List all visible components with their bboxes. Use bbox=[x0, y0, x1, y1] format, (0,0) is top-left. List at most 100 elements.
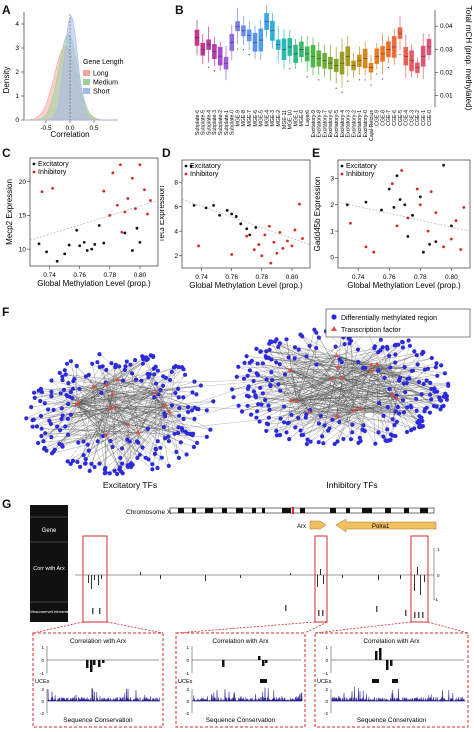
panel-b-ytick-label: 0.03 bbox=[440, 46, 453, 53]
panel-g-gene-polra1-label: Polra1 bbox=[372, 524, 390, 530]
scatter-point-excitatory bbox=[212, 204, 216, 207]
network-node-dmr bbox=[284, 430, 289, 435]
network-node-dmr bbox=[60, 378, 65, 383]
network-edge bbox=[127, 424, 193, 436]
network-edge bbox=[78, 401, 120, 470]
scatter-ytick-label: 2 bbox=[174, 253, 178, 260]
network-node-dmr bbox=[393, 352, 398, 357]
panel-letter-g: G bbox=[2, 497, 12, 511]
zoom-uce-mark bbox=[392, 679, 398, 683]
panel-b-category-label: Subplate-6 bbox=[195, 110, 201, 135]
network-edge bbox=[371, 364, 441, 410]
network-edge bbox=[243, 378, 393, 395]
network-node-dmr bbox=[118, 455, 123, 460]
panel-b-outlier bbox=[370, 84, 372, 86]
network-node-dmr bbox=[159, 455, 164, 460]
network-node-dmr bbox=[39, 433, 44, 439]
scatter-point-inhibitory bbox=[395, 224, 399, 228]
chromosome-band bbox=[330, 508, 336, 513]
panel-g-zoom-connector bbox=[32, 621, 84, 634]
network-node-dmr bbox=[382, 375, 387, 380]
panel-b-category-label: MGE-11 bbox=[282, 110, 288, 129]
network-node-dmr bbox=[49, 435, 54, 440]
network-edge bbox=[309, 406, 388, 413]
network-edge bbox=[290, 346, 336, 401]
network-edge bbox=[238, 405, 354, 411]
scatter-point-inhibitory bbox=[390, 182, 394, 186]
network-edge bbox=[290, 394, 422, 401]
panel-g-gene-polra1 bbox=[335, 518, 437, 533]
network-edge bbox=[382, 347, 393, 395]
network-node-dmr bbox=[104, 367, 109, 373]
network-edge bbox=[154, 397, 170, 412]
scatter-point-excitatory bbox=[97, 224, 101, 227]
scatter-point-inhibitory bbox=[146, 212, 149, 216]
network-node-dmr bbox=[108, 438, 113, 444]
network-edge bbox=[353, 410, 400, 414]
scatter-legend-inhibitory: Inhibitory bbox=[346, 171, 375, 178]
network-node-dmr bbox=[385, 427, 390, 432]
network-edge bbox=[169, 392, 193, 412]
network-node-dmr bbox=[241, 376, 247, 381]
network-node-dmr bbox=[260, 391, 265, 396]
network-node-dmr bbox=[284, 337, 289, 342]
network-edge bbox=[353, 353, 423, 411]
panel-g-track-uce-label: Ultraconserved elements bbox=[30, 610, 69, 614]
network-edge bbox=[353, 351, 415, 411]
network-node-dmr bbox=[259, 402, 264, 407]
network-node-dmr bbox=[130, 371, 135, 376]
panel-b-category-label: Excitatory-7 bbox=[322, 110, 328, 138]
uce-mark bbox=[376, 606, 378, 612]
scatter-point-inhibitory bbox=[272, 240, 276, 244]
panel-b-outlier bbox=[248, 53, 250, 56]
scatter-point-inhibitory bbox=[134, 207, 137, 211]
zoom-tick: -1 bbox=[324, 671, 328, 676]
network-node-dmr bbox=[321, 441, 326, 446]
uce-mark bbox=[318, 610, 320, 616]
scatter-trend-line bbox=[29, 200, 159, 241]
network-edge bbox=[65, 406, 116, 427]
scatter-point-inhibitory bbox=[51, 186, 54, 190]
corr-bar bbox=[317, 575, 318, 587]
network-node-dmr bbox=[190, 390, 195, 395]
network-node-dmr bbox=[177, 413, 182, 418]
network-edge bbox=[269, 349, 292, 401]
network-edge bbox=[112, 394, 198, 410]
network-node-dmr bbox=[155, 439, 160, 444]
network-edge bbox=[336, 341, 403, 417]
chromosome-band bbox=[192, 508, 196, 513]
network-node-dmr bbox=[169, 403, 174, 408]
network-node-dmr bbox=[230, 387, 235, 392]
zoom-corr-bar bbox=[98, 660, 101, 667]
scatter-point-inhibitory bbox=[418, 203, 422, 207]
network-edge bbox=[376, 363, 438, 376]
panel-b-category-label: CGE-0 bbox=[427, 110, 433, 126]
scatter-xlabel: Global Methylation Level (prop.) bbox=[347, 281, 461, 290]
network-edge bbox=[106, 369, 116, 408]
network-edge bbox=[309, 412, 325, 426]
panel-b-category-label: MGE-1 bbox=[293, 110, 299, 127]
network-node-dmr bbox=[439, 363, 444, 368]
scatter-point-excitatory bbox=[411, 213, 414, 217]
network-node-dmr bbox=[406, 338, 411, 343]
network-node-dmr bbox=[48, 421, 54, 426]
network-node-dmr bbox=[180, 365, 185, 370]
network-node-dmr bbox=[183, 372, 188, 377]
network-node-dmr bbox=[412, 426, 417, 431]
network-edge bbox=[145, 357, 165, 406]
scatter-point-excitatory bbox=[403, 203, 407, 207]
scatter-frame bbox=[29, 157, 159, 267]
scatter-legend-excitatory: Excitatory bbox=[346, 163, 377, 170]
network-edge bbox=[40, 404, 77, 417]
network-node-tf bbox=[307, 409, 312, 414]
network-edge bbox=[360, 408, 384, 417]
zoom-tick: -2 bbox=[40, 711, 44, 716]
panel-b-category-label: MGE-7 bbox=[247, 110, 253, 127]
network-edge bbox=[78, 401, 123, 449]
panel-a-ytick-label: 1 bbox=[15, 93, 19, 100]
network-node-dmr bbox=[409, 368, 414, 373]
network-edge bbox=[41, 428, 139, 433]
scatter-xtick-label: 0.78 bbox=[103, 272, 116, 279]
scatter-point-excitatory bbox=[398, 198, 402, 201]
network-edge bbox=[376, 363, 384, 437]
